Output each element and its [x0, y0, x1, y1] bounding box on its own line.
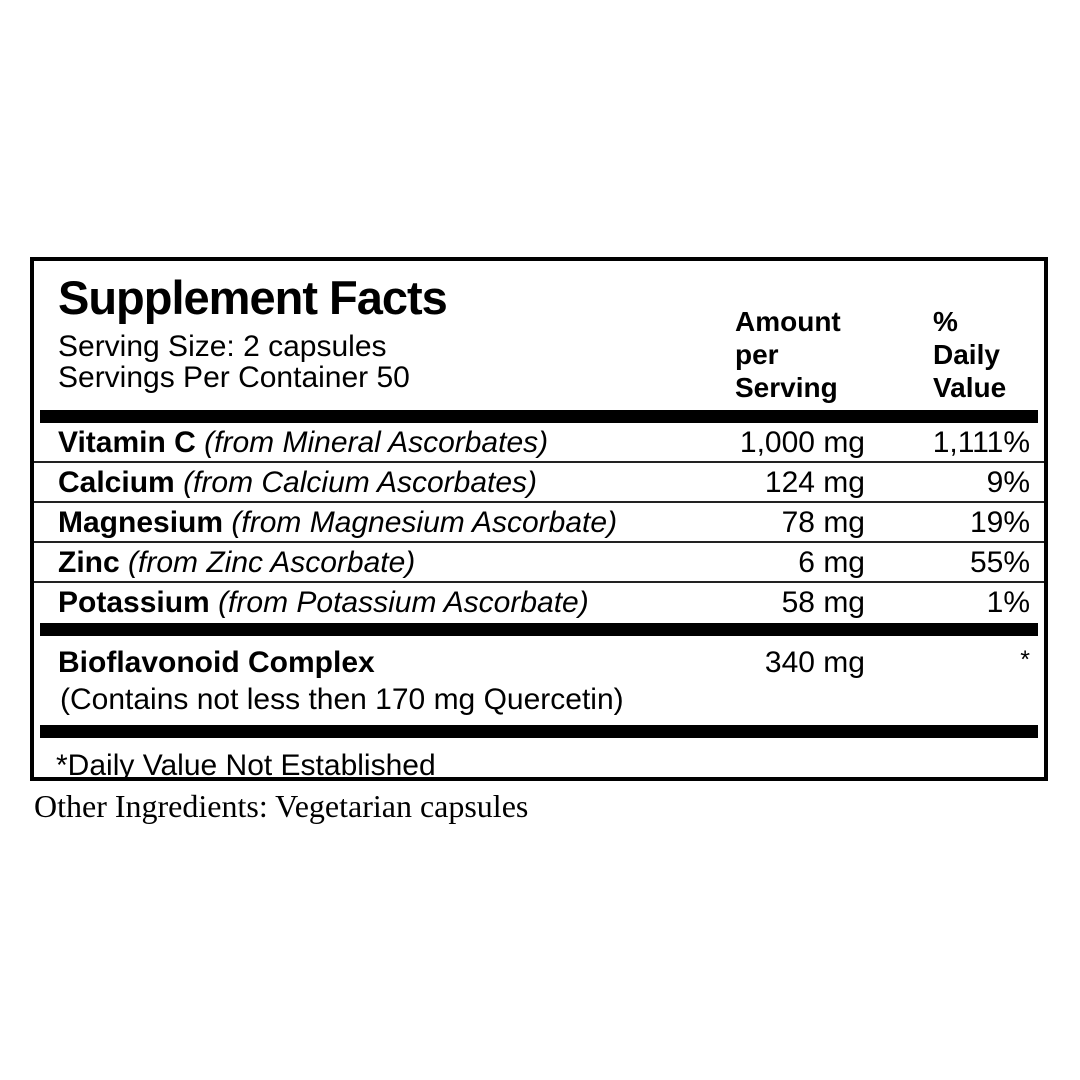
column-header-amount: Amount per Serving: [735, 306, 841, 403]
nutrient-name-cell: Vitamin C (from Mineral Ascorbates): [58, 426, 695, 459]
nutrient-daily-value: 55%: [969, 546, 1030, 579]
nutrient-row-vitamin-c: Vitamin C (from Mineral Ascorbates) 1,00…: [34, 423, 1044, 463]
nutrient-daily-value: 1,111%: [932, 426, 1030, 459]
nutrient-daily-value: 9%: [986, 466, 1030, 499]
nutrient-amount: 6 mg: [798, 546, 865, 579]
nutrient-amount: 1,000 mg: [739, 426, 865, 459]
nutrient-name: Zinc: [58, 546, 120, 579]
panel-title: Supplement Facts: [58, 271, 448, 324]
nutrient-source: (from Magnesium Ascorbate): [231, 506, 618, 539]
bioflavonoid-name: Bioflavonoid Complex: [58, 646, 375, 679]
nutrient-name: Magnesium: [58, 506, 224, 539]
serving-size: Serving Size: 2 capsules: [58, 330, 387, 363]
nutrient-amount: 58 mg: [781, 586, 865, 619]
bioflavonoid-section: Bioflavonoid Complex 340 mg * (Contains …: [34, 636, 1044, 725]
nutrient-row-calcium: Calcium (from Calcium Ascorbates) 124 mg…: [34, 463, 1044, 503]
other-ingredients: Other Ingredients: Vegetarian capsules: [34, 788, 529, 824]
nutrient-amount: 124 mg: [764, 466, 865, 499]
nutrient-amount: 78 mg: [781, 506, 865, 539]
nutrient-name-cell: Magnesium (from Magnesium Ascorbate): [58, 506, 695, 539]
nutrient-row-potassium: Potassium (from Potassium Ascorbate) 58 …: [34, 583, 1044, 621]
nutrient-name-cell: Calcium (from Calcium Ascorbates): [58, 466, 695, 499]
bioflavonoid-amount: 340 mg: [764, 646, 865, 679]
nutrient-daily-value: 1%: [986, 586, 1030, 619]
nutrient-source: (from Zinc Ascorbate): [128, 546, 416, 579]
nutrient-name-cell: Potassium (from Potassium Ascorbate): [58, 586, 695, 619]
supplement-facts-panel: Supplement Facts Serving Size: 2 capsule…: [30, 257, 1048, 782]
nutrient-source: (from Mineral Ascorbates): [204, 426, 549, 459]
divider-bar-middle: [40, 623, 1038, 636]
nutrient-row-zinc: Zinc (from Zinc Ascorbate) 6 mg 55%: [34, 543, 1044, 583]
nutrient-name: Calcium: [58, 466, 175, 499]
divider-bar-top: [40, 410, 1038, 423]
title-block: Supplement Facts Serving Size: 2 capsule…: [58, 273, 735, 404]
column-header-daily-value: % Daily Value: [933, 306, 1007, 403]
nutrient-table: Vitamin C (from Mineral Ascorbates) 1,00…: [34, 423, 1044, 621]
panel-header: Supplement Facts Serving Size: 2 capsule…: [34, 261, 1044, 410]
daily-value-footnote: *Daily Value Not Established: [56, 749, 436, 782]
nutrient-source: (from Potassium Ascorbate): [218, 586, 589, 619]
nutrient-row-magnesium: Magnesium (from Magnesium Ascorbate) 78 …: [34, 503, 1044, 543]
nutrient-source: (from Calcium Ascorbates): [183, 466, 538, 499]
nutrient-name: Vitamin C: [58, 426, 196, 459]
servings-per-container: Servings Per Container 50: [58, 361, 410, 394]
nutrient-daily-value: 19%: [969, 506, 1030, 539]
nutrient-name-cell: Zinc (from Zinc Ascorbate): [58, 546, 695, 579]
bioflavonoid-daily-value-asterisk: *: [1020, 646, 1030, 674]
divider-bar-bottom: [40, 725, 1038, 738]
bioflavonoid-row: Bioflavonoid Complex 340 mg *: [58, 645, 1030, 682]
bioflavonoid-detail: (Contains not less then 170 mg Quercetin…: [60, 683, 624, 716]
nutrient-name: Potassium: [58, 586, 210, 619]
